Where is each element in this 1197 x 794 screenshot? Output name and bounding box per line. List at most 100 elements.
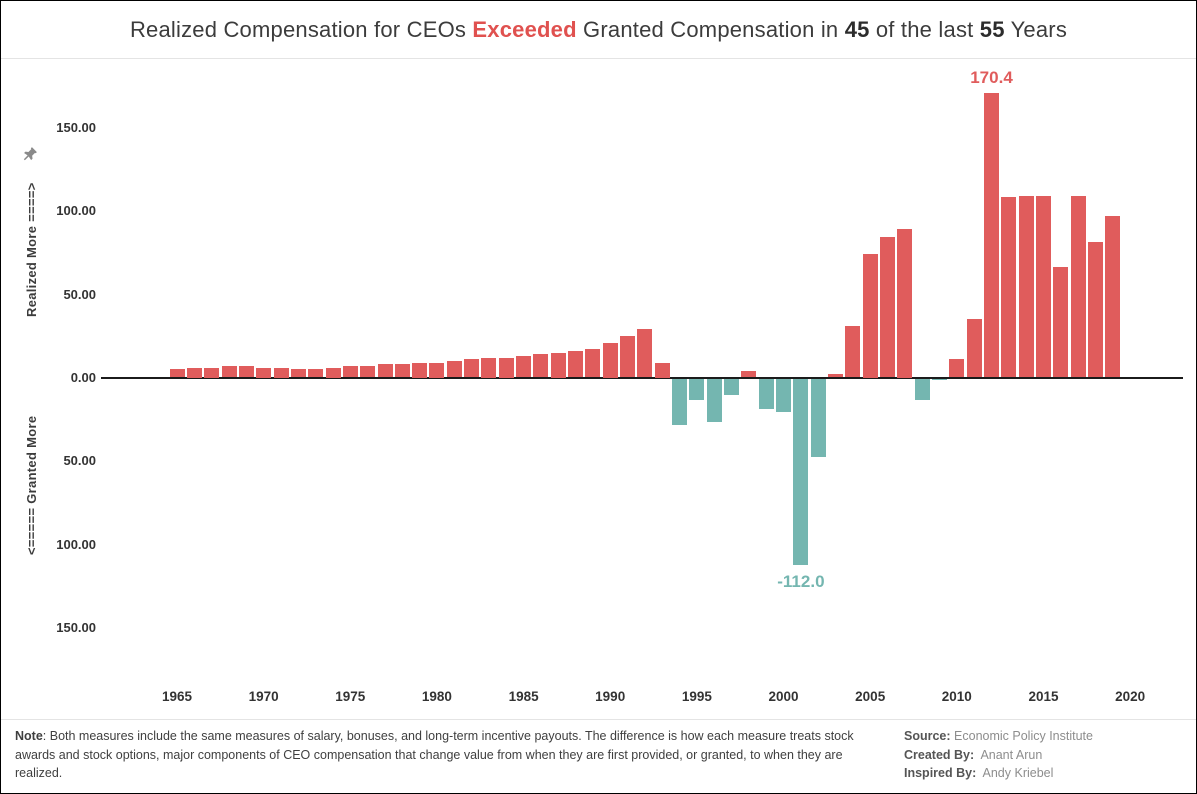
bar-1965[interactable] [169, 369, 185, 378]
y-tick-150: 150.00 [56, 119, 96, 135]
bar-1993[interactable] [654, 362, 670, 378]
title-bar: Realized Compensation for CEOs Exceeded … [1, 1, 1196, 59]
note-text: Note: Both measures include the same mea… [15, 727, 865, 783]
y-tick--50: 50.00 [63, 453, 96, 469]
bar-2008[interactable] [914, 378, 930, 401]
x-tick-1980: 1980 [421, 689, 452, 704]
y-tick-0: 0.00 [70, 370, 96, 385]
title-exceeded: Exceeded [472, 16, 577, 42]
bar-1988[interactable] [568, 350, 584, 378]
bar-1979[interactable] [412, 362, 428, 378]
bar-1977[interactable] [377, 364, 393, 378]
bar-1969[interactable] [238, 365, 254, 378]
x-tick-1975: 1975 [335, 689, 366, 704]
y-axis-labels: 150.00 100.00 50.00 0.00 50.00 100.00 150.00 [1, 59, 96, 721]
zero-axis-line [101, 377, 1183, 379]
bar-1985[interactable] [516, 355, 532, 378]
bar-1974[interactable] [325, 367, 341, 378]
created-by-label: Created By: [904, 747, 975, 762]
bar-2014[interactable] [1018, 195, 1034, 378]
bar-2017[interactable] [1070, 195, 1086, 378]
bar-1971[interactable] [273, 367, 289, 378]
bar-2016[interactable] [1053, 267, 1069, 378]
bar-1968[interactable] [221, 365, 237, 378]
note-body: : Both measures include the same measure… [15, 729, 854, 780]
inspired-by-label: Inspired By: [904, 766, 977, 780]
bar-2012[interactable] [984, 93, 999, 378]
x-tick-2005: 2005 [855, 689, 886, 704]
x-tick-2020: 2020 [1115, 689, 1146, 704]
bar-1967[interactable] [204, 367, 220, 378]
source-value: Economic Policy Institute [954, 729, 1093, 743]
footer: Note: Both measures include the same mea… [1, 719, 1196, 793]
bar-2000[interactable] [776, 378, 791, 412]
bar-1982[interactable] [464, 359, 480, 378]
bar-1996[interactable] [706, 378, 722, 422]
annotation--112.0: -112.0 [777, 571, 825, 591]
y-tick--150: 150.00 [56, 620, 96, 636]
bar-1984[interactable] [498, 357, 514, 378]
bar-2019[interactable] [1105, 215, 1121, 378]
bar-2003[interactable] [828, 374, 843, 378]
x-tick-2010: 2010 [941, 689, 972, 704]
bar-1991[interactable] [620, 335, 636, 378]
bar-2009[interactable] [932, 378, 947, 381]
created-by-value: Anant Arun [980, 747, 1043, 762]
bar-2013[interactable] [1001, 197, 1017, 378]
y-tick-50: 50.00 [63, 286, 96, 302]
inspired-by-line: Inspired By: Andy Kriebel [904, 764, 1093, 783]
bar-1998[interactable] [741, 370, 757, 378]
title-mid1: Granted Compensation in [576, 16, 845, 42]
bar-2015[interactable] [1036, 195, 1051, 378]
pin-icon[interactable] [22, 145, 39, 162]
inspired-by-value: Andy Kriebel [982, 766, 1054, 780]
bar-2006[interactable] [880, 237, 895, 378]
chart-area: Realized More ====> <===== Granted More … [1, 59, 1196, 721]
bar-2002[interactable] [810, 378, 826, 457]
x-tick-1990: 1990 [595, 689, 626, 704]
bar-1994[interactable] [672, 378, 688, 426]
bar-1966[interactable] [186, 367, 202, 378]
bar-1978[interactable] [394, 364, 410, 378]
bar-2004[interactable] [845, 325, 861, 378]
title-count: 45 [844, 16, 870, 42]
bar-1975[interactable] [342, 365, 358, 378]
bar-1970[interactable] [256, 367, 272, 378]
bar-1973[interactable] [308, 369, 324, 378]
y-tick--100: 100.00 [56, 536, 96, 552]
bar-1980[interactable] [429, 362, 445, 378]
x-tick-1970: 1970 [248, 689, 279, 704]
bar-2001[interactable] [793, 378, 809, 566]
x-tick-1995: 1995 [681, 689, 712, 704]
x-tick-2000: 2000 [768, 689, 799, 704]
bar-2018[interactable] [1088, 242, 1103, 378]
bar-1997[interactable] [724, 378, 740, 396]
bar-1987[interactable] [550, 352, 566, 378]
bar-2010[interactable] [949, 359, 965, 378]
source-label: Source: [904, 729, 951, 743]
annotation-170.4: 170.4 [970, 67, 1013, 87]
bar-1986[interactable] [533, 354, 549, 378]
bar-1983[interactable] [481, 357, 497, 378]
bar-1972[interactable] [290, 369, 306, 378]
x-tick-1965: 1965 [161, 689, 193, 704]
page-title: Realized Compensation for CEOs Exceeded … [130, 17, 1067, 43]
bar-1989[interactable] [585, 349, 601, 378]
bar-1992[interactable] [637, 329, 653, 378]
x-tick-2015: 2015 [1028, 689, 1059, 704]
bar-1990[interactable] [602, 342, 618, 378]
plot-area: 1965 1970 1975 1980 1985 1990 1995 2000 2005 2010… [101, 59, 1186, 721]
note-label: Note [15, 729, 43, 743]
bar-1981[interactable] [446, 360, 462, 378]
bar-2007[interactable] [897, 229, 913, 378]
title-suffix: Years [1004, 16, 1068, 42]
bar-1995[interactable] [689, 378, 705, 401]
bar-1976[interactable] [360, 365, 376, 378]
bar-2011[interactable] [966, 319, 982, 378]
bar-1999[interactable] [758, 378, 774, 409]
x-tick-1985: 1985 [508, 689, 539, 704]
credits-block: Source: Economic Policy Institute Create… [904, 727, 1093, 783]
source-line: Source: Economic Policy Institute [904, 727, 1093, 746]
bar-2005[interactable] [862, 254, 878, 378]
